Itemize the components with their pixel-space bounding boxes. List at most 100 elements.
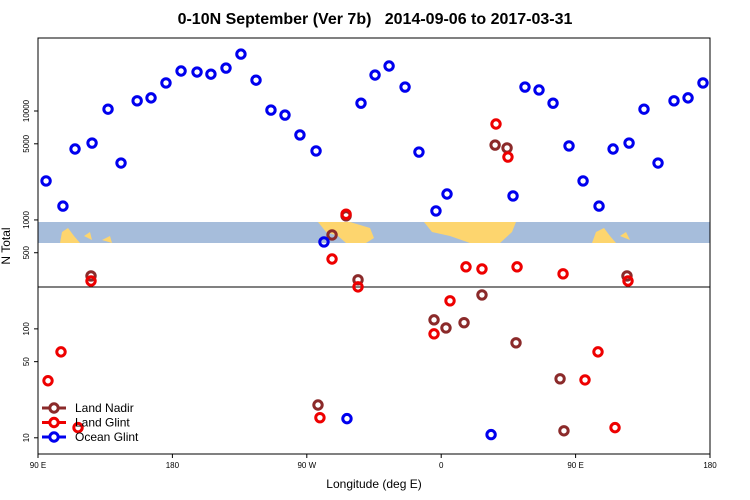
- plot-frame: [37, 37, 711, 455]
- point: [131, 95, 143, 107]
- y-axis-label: N Total: [0, 227, 13, 264]
- point: [341, 412, 353, 425]
- point: [607, 143, 619, 155]
- point: [42, 375, 54, 387]
- legend-label: Ocean Glint: [75, 430, 139, 444]
- point: [265, 104, 277, 116]
- point: [682, 92, 694, 104]
- point: [668, 95, 680, 107]
- point: [57, 200, 69, 212]
- point: [476, 289, 488, 301]
- point: [592, 346, 604, 358]
- point: [444, 295, 456, 307]
- point: [340, 208, 352, 220]
- point: [413, 146, 425, 158]
- point: [621, 270, 633, 282]
- map-land: [60, 228, 112, 243]
- point: [593, 200, 605, 212]
- point: [510, 337, 522, 349]
- point: [69, 143, 81, 155]
- legend-marker: [48, 402, 60, 414]
- point: [547, 97, 559, 109]
- point: [502, 151, 514, 163]
- map-ocean: [38, 222, 710, 243]
- point: [428, 328, 440, 340]
- point: [697, 77, 709, 89]
- point: [310, 145, 322, 157]
- point: [476, 263, 488, 275]
- point: [115, 157, 127, 169]
- point: [623, 137, 635, 149]
- point: [622, 275, 634, 287]
- point: [85, 270, 97, 282]
- legend-label: Land Nadir: [75, 401, 134, 415]
- point: [175, 65, 187, 77]
- point: [326, 253, 338, 265]
- point: [352, 281, 364, 293]
- point: [86, 137, 98, 149]
- y-tick-label: 5000: [22, 134, 31, 152]
- point: [191, 66, 203, 78]
- point: [312, 399, 324, 411]
- point: [40, 175, 52, 187]
- chart-title: 0-10N September (Ver 7b) 2014-09-06 to 2…: [178, 11, 573, 28]
- point: [430, 205, 442, 217]
- point: [579, 374, 591, 386]
- point: [441, 188, 453, 200]
- x-axis-label: Longitude (deg E): [326, 477, 421, 491]
- map-land: [592, 228, 630, 243]
- point: [638, 103, 650, 115]
- point: [609, 421, 621, 434]
- point: [355, 97, 367, 109]
- map-strip: [38, 222, 710, 243]
- y-tick-label: 1000: [22, 210, 31, 228]
- point: [519, 81, 531, 93]
- point: [507, 190, 519, 202]
- x-tick-label: 90 E: [567, 461, 583, 470]
- y-tick-label: 500: [22, 246, 31, 260]
- point: [557, 268, 569, 280]
- point: [558, 425, 570, 437]
- point: [511, 261, 523, 273]
- y-tick-label: 10000: [22, 99, 31, 122]
- point: [318, 236, 330, 248]
- point: [145, 92, 157, 104]
- point: [577, 175, 589, 187]
- point: [563, 140, 575, 152]
- legend-marker: [48, 431, 60, 443]
- point: [554, 373, 566, 385]
- point: [490, 118, 502, 130]
- y-tick-label: 10: [22, 433, 31, 442]
- point: [55, 346, 67, 358]
- y-tick-label: 100: [22, 322, 31, 336]
- point: [314, 411, 326, 424]
- x-tick-label: 90 E: [30, 461, 46, 470]
- point: [428, 314, 440, 326]
- point: [460, 261, 472, 273]
- x-tick-label: 180: [703, 461, 717, 470]
- point: [85, 275, 97, 287]
- point: [458, 316, 470, 329]
- point: [294, 129, 306, 141]
- point: [489, 139, 501, 151]
- point: [220, 62, 232, 74]
- point: [235, 48, 247, 60]
- point: [205, 68, 217, 80]
- point: [533, 84, 545, 96]
- point: [102, 103, 114, 115]
- legend-marker: [48, 416, 60, 429]
- point: [160, 77, 172, 89]
- y-tick-label: 50: [22, 357, 31, 366]
- point: [485, 428, 497, 441]
- x-tick-label: 0: [439, 461, 444, 470]
- point: [279, 109, 291, 121]
- point: [399, 81, 411, 93]
- x-tick-label: 180: [166, 461, 180, 470]
- point: [383, 60, 395, 72]
- point: [440, 322, 452, 334]
- point: [369, 69, 381, 81]
- point: [72, 421, 84, 434]
- map-land: [424, 222, 516, 243]
